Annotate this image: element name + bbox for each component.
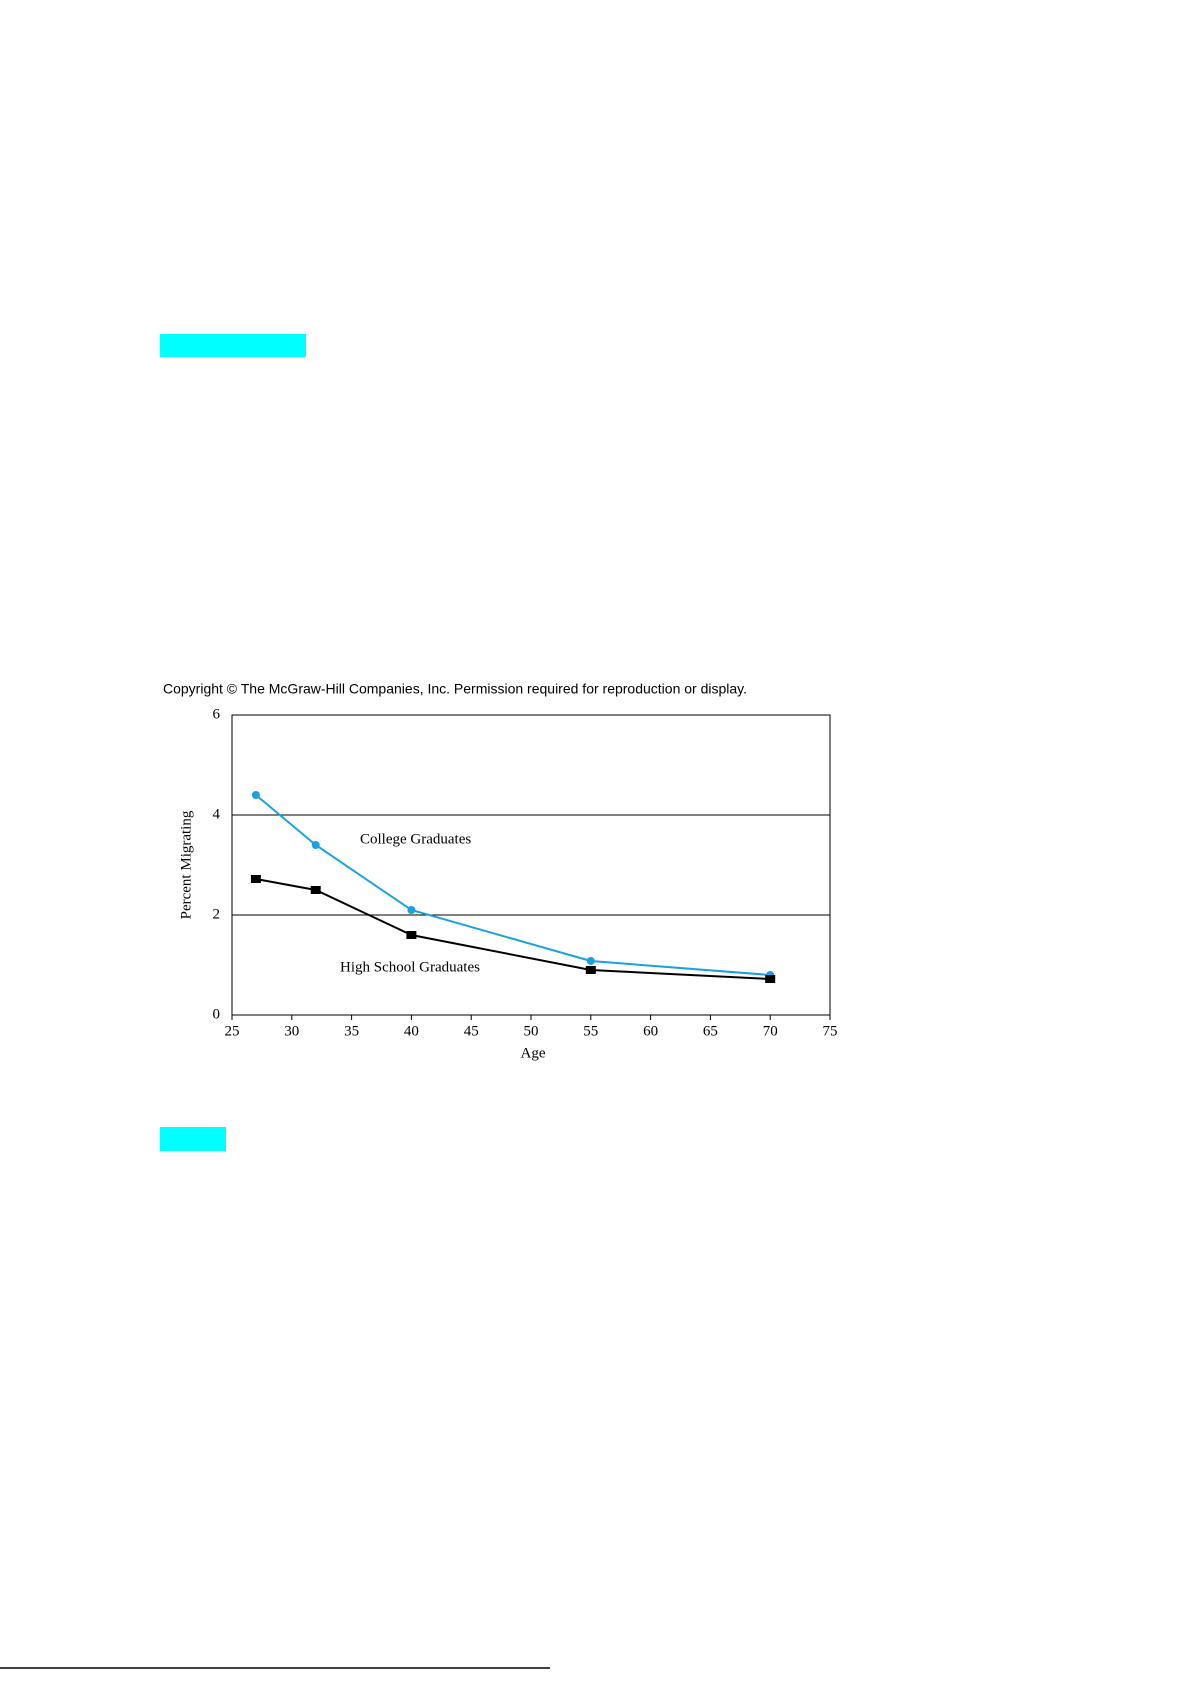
marker <box>251 791 260 799</box>
series-label: High School Graduates <box>340 959 480 975</box>
marker <box>310 886 321 894</box>
marker <box>765 975 776 983</box>
x-tick-label: 60 <box>643 1023 658 1039</box>
copyright-note: Copyright © The McGraw-Hill Companies, I… <box>163 681 747 697</box>
series-line <box>255 794 771 976</box>
marker <box>250 875 261 883</box>
series-line <box>255 878 771 980</box>
x-tick-label: 70 <box>763 1023 778 1039</box>
x-axis-label: Age <box>521 1045 546 1061</box>
marker <box>586 957 595 965</box>
series-label: College Graduates <box>360 831 471 847</box>
x-tick-label: 30 <box>284 1023 299 1039</box>
marker <box>311 841 320 849</box>
x-tick-label: 40 <box>404 1023 419 1039</box>
x-tick-label: 25 <box>225 1023 240 1039</box>
x-tick-label: 65 <box>703 1023 718 1039</box>
highlight-box <box>160 1127 226 1151</box>
x-tick-label: 35 <box>344 1023 359 1039</box>
marker <box>585 966 596 974</box>
x-tick-label: 50 <box>524 1023 539 1039</box>
marker <box>407 906 416 914</box>
x-tick-label: 55 <box>583 1023 598 1039</box>
x-tick-label: 45 <box>464 1023 479 1039</box>
highlight-box <box>160 334 306 357</box>
marker <box>406 931 417 939</box>
y-tick-label: 0 <box>213 1006 221 1022</box>
y-tick-label: 4 <box>213 806 221 822</box>
y-tick-label: 6 <box>213 706 221 722</box>
x-tick-label: 75 <box>823 1023 838 1039</box>
y-tick-label: 2 <box>213 906 221 922</box>
y-axis-label: Percent Migrating <box>178 810 194 919</box>
plot-frame <box>231 714 831 1016</box>
